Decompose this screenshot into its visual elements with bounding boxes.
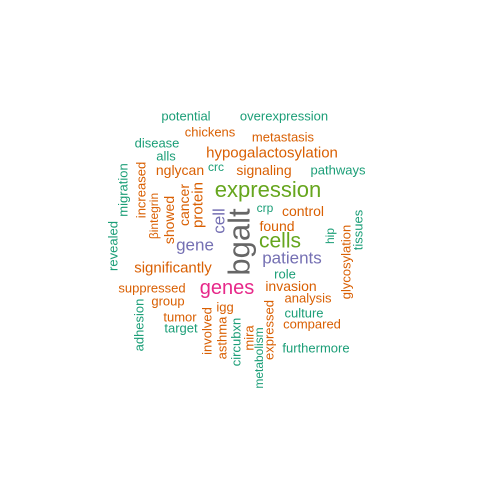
word-analysis: analysis — [284, 290, 332, 306]
word-tissues: tissues — [350, 209, 366, 251]
word-cells: cells — [258, 229, 302, 253]
word-found: found — [259, 218, 295, 234]
word-genes: genes — [199, 277, 255, 299]
word-bintegrin: βintegrin — [147, 192, 161, 240]
word-signaling: signaling — [236, 162, 292, 178]
word-adhesion: adhesion — [131, 298, 147, 352]
word-group: group — [151, 293, 185, 309]
word-protein: protein — [189, 182, 207, 228]
word-crp: crp — [256, 201, 274, 215]
word-alls: alls — [156, 148, 176, 164]
word-expressed: expressed — [261, 300, 277, 360]
word-migration: migration — [115, 163, 131, 217]
word-igg: igg — [216, 299, 234, 315]
word-hypogalactosylation: hypogalactosylation — [206, 144, 338, 162]
word-involved: involved — [199, 307, 215, 355]
word-nglycan: nglycan — [155, 162, 205, 178]
word-role: role — [274, 266, 296, 282]
word-culture: culture — [284, 305, 324, 321]
word-chickens: chickens — [184, 124, 236, 140]
word-control: control — [281, 203, 325, 219]
word-significantly: significantly — [134, 259, 212, 277]
word-compared: compared — [283, 316, 341, 332]
word-crc: crc — [208, 160, 224, 174]
word-hip: hip — [323, 227, 337, 245]
word-gene: gene — [176, 235, 214, 255]
word-overexpression: overexpression — [239, 108, 329, 124]
word-patients: patients — [262, 248, 322, 268]
word-disease: disease — [134, 135, 180, 151]
word-furthermore: furthermore — [282, 340, 350, 356]
word-metastasis: metastasis — [251, 129, 315, 145]
word-bgalt: bgalt — [221, 208, 257, 276]
word-target: target — [164, 320, 198, 336]
word-suppressed: suppressed — [118, 280, 186, 296]
word-potential: potential — [161, 108, 211, 124]
word-asthma: asthma — [214, 316, 230, 360]
word-increased: increased — [133, 161, 149, 219]
word-revealed: revealed — [105, 221, 121, 271]
word-pathways: pathways — [310, 162, 366, 178]
word-showed: showed — [161, 195, 177, 245]
word-tumor: tumor — [163, 309, 197, 325]
word-expression: expression — [214, 177, 322, 202]
word-invasion: invasion — [265, 278, 317, 294]
